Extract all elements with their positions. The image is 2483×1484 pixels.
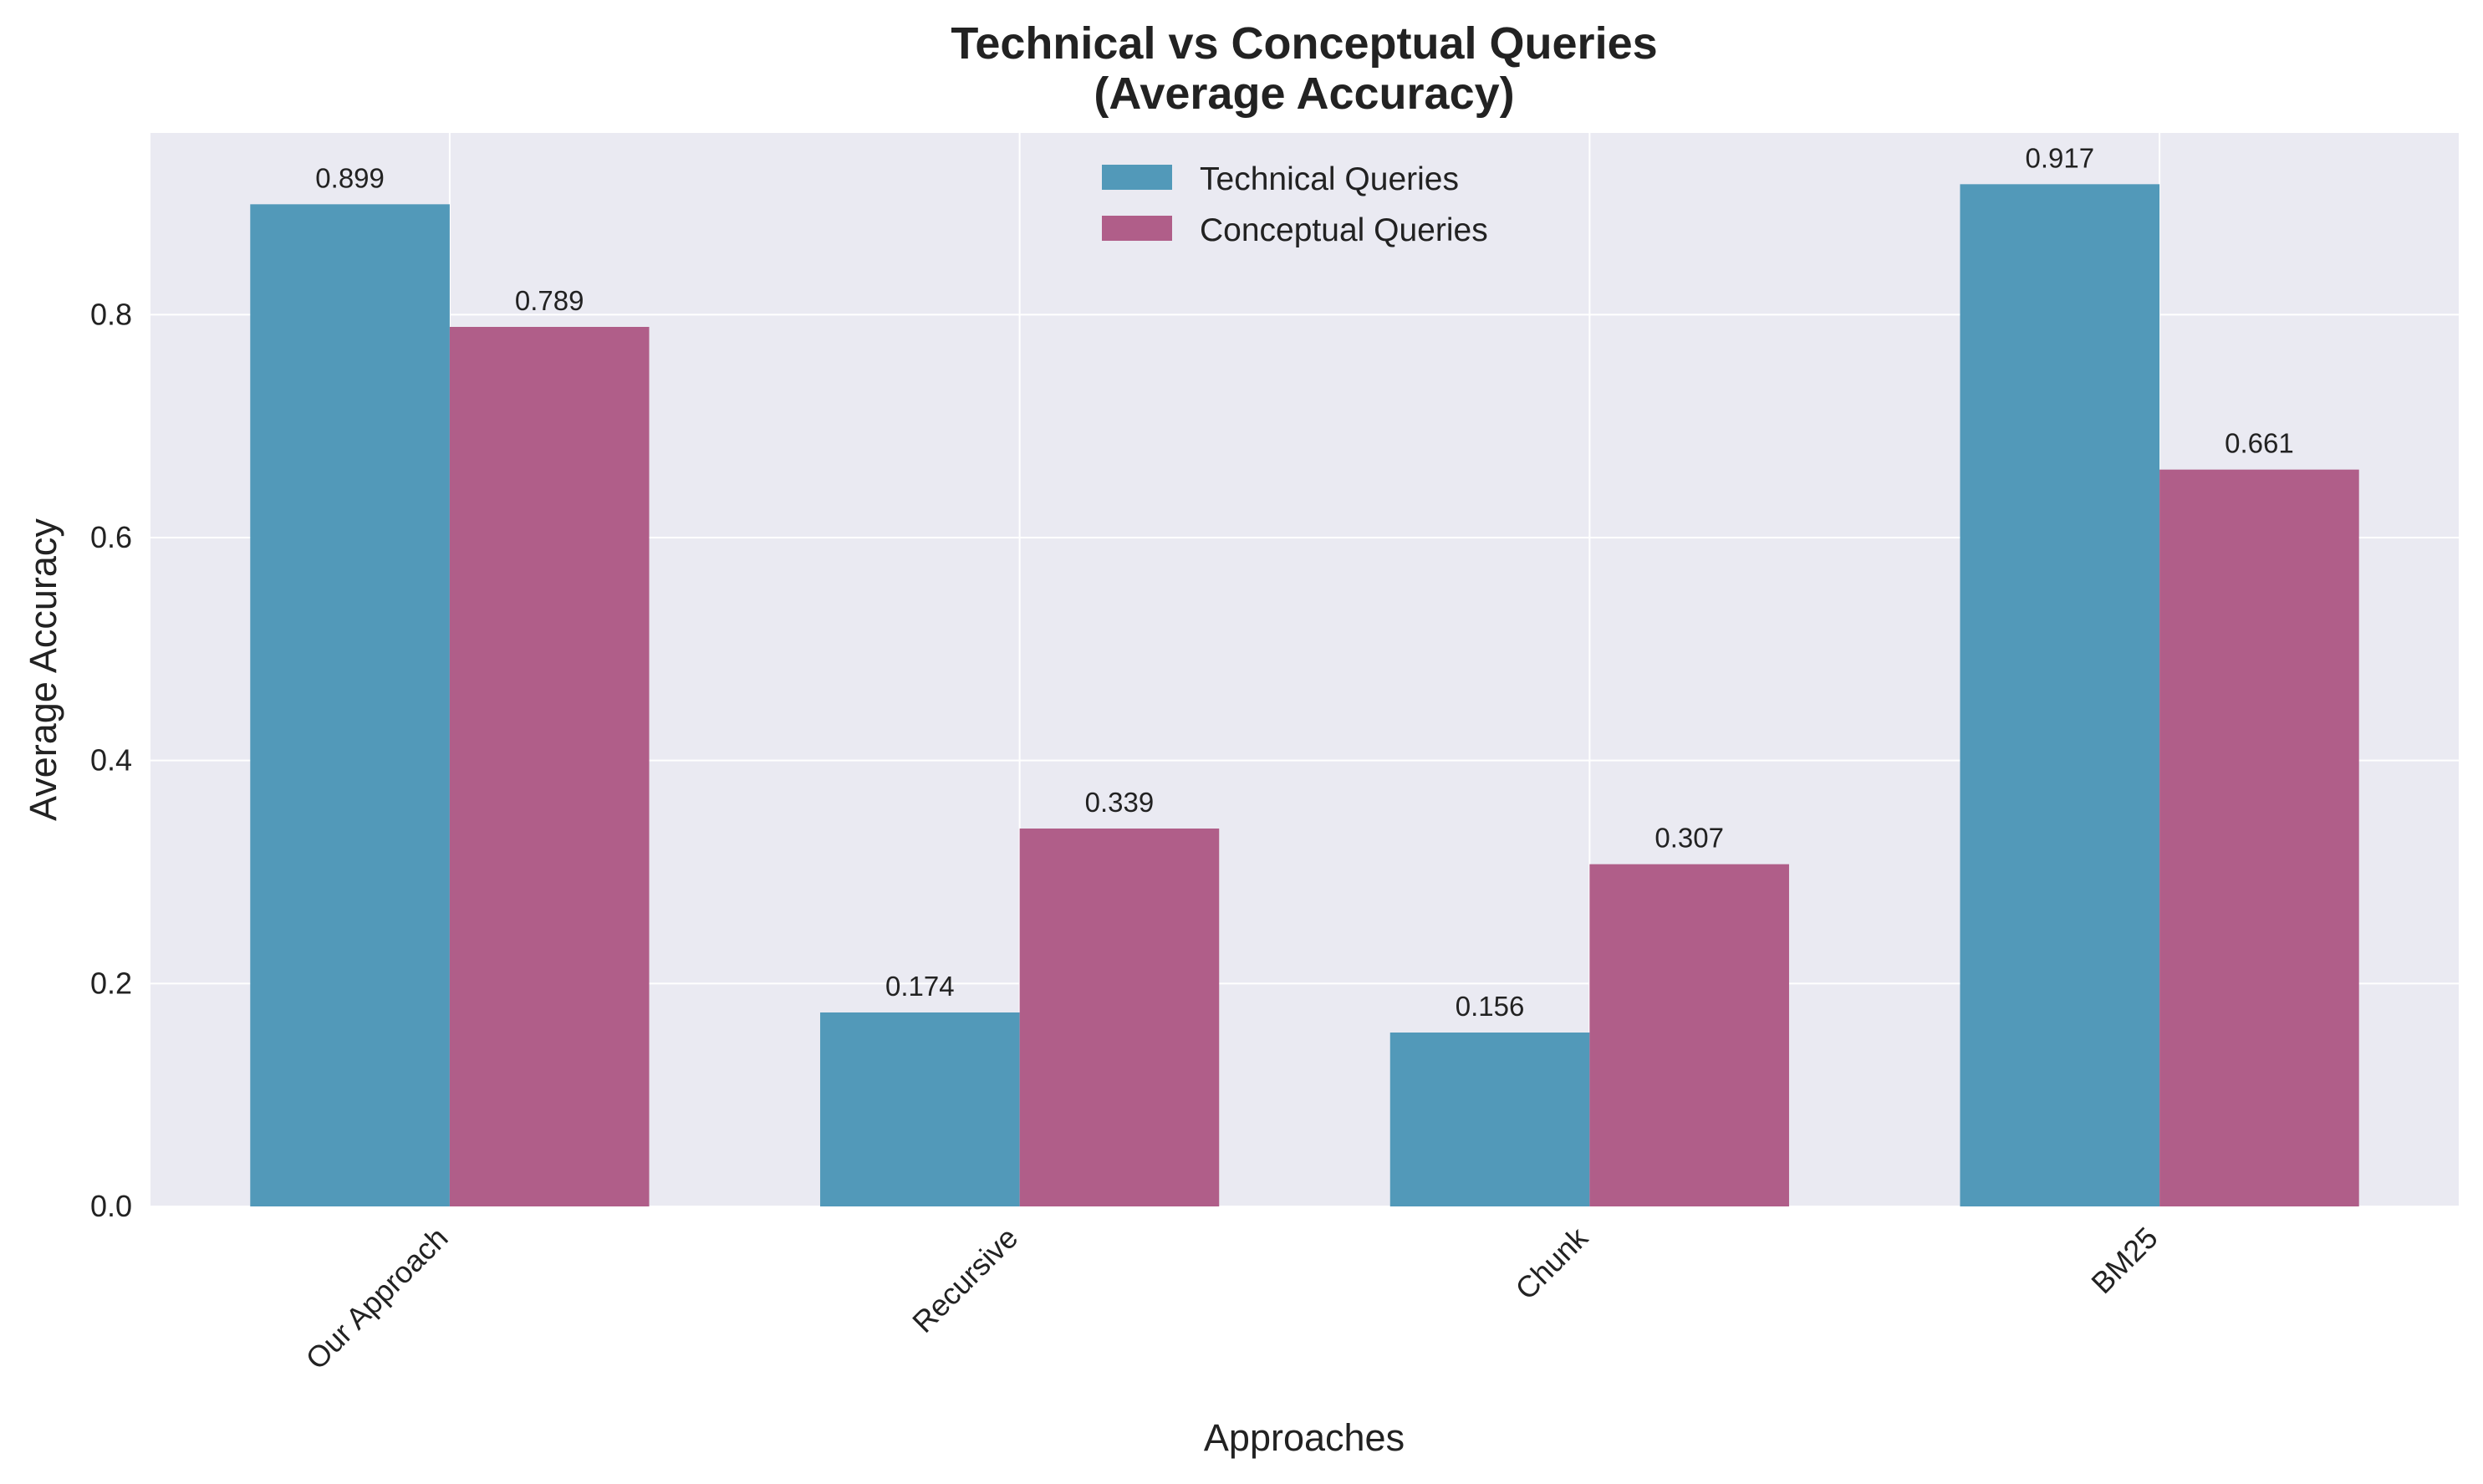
y-axis-label: Average Accuracy xyxy=(22,518,64,821)
bar-value-label: 0.307 xyxy=(1654,823,1724,854)
bar-value-label: 0.156 xyxy=(1456,991,1525,1022)
legend-label-technical: Technical Queries xyxy=(1200,161,1459,197)
bar-value-label: 0.174 xyxy=(885,971,955,1002)
value-labels: 0.899 0.174 0.156 0.917 0.789 0.339 0.307 0.661 xyxy=(315,142,2293,1022)
bar-technical xyxy=(820,1012,1020,1206)
bar-value-label: 0.339 xyxy=(1085,787,1155,818)
chart-subtitle: (Average Accuracy) xyxy=(1094,69,1514,119)
bar-conceptual xyxy=(449,327,650,1206)
chart-title: Technical vs Conceptual Queries xyxy=(951,18,1657,69)
bar-value-label: 0.899 xyxy=(315,162,385,193)
y-tick-label: 0.0 xyxy=(90,1189,132,1223)
y-axis-ticks: 0.0 0.2 0.4 0.6 0.8 xyxy=(90,297,132,1223)
y-tick-label: 0.2 xyxy=(90,966,132,1000)
bar-conceptual xyxy=(1589,864,1789,1206)
bars xyxy=(250,184,2359,1206)
bar-technical xyxy=(250,204,450,1206)
bar-value-label: 0.661 xyxy=(2225,428,2294,459)
y-tick-label: 0.4 xyxy=(90,743,132,778)
bar-technical xyxy=(1960,184,2160,1206)
legend-swatch-technical xyxy=(1102,165,1172,190)
bar-value-label: 0.789 xyxy=(515,285,584,316)
y-tick-label: 0.8 xyxy=(90,297,132,331)
legend: Technical Queries Conceptual Queries xyxy=(1102,161,1488,248)
legend-swatch-conceptual xyxy=(1102,216,1172,241)
bar-value-label: 0.917 xyxy=(2025,142,2094,173)
bar-technical xyxy=(1389,1033,1590,1206)
bar-conceptual xyxy=(1019,829,1220,1206)
bar-conceptual xyxy=(2159,469,2359,1206)
legend-label-conceptual: Conceptual Queries xyxy=(1200,212,1488,248)
y-tick-label: 0.6 xyxy=(90,520,132,554)
x-axis-label: Approaches xyxy=(1204,1416,1405,1459)
